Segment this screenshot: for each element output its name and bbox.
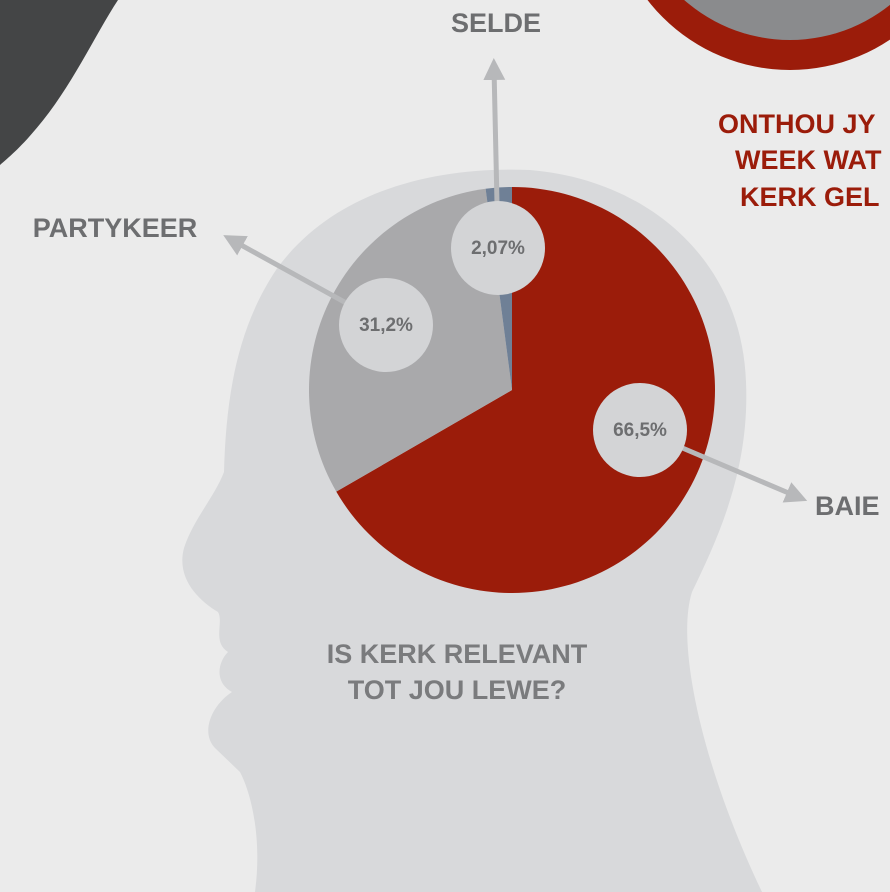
corner-shape <box>0 0 118 165</box>
annotation: KERK GEL <box>740 182 880 212</box>
annotation: WEEK WAT <box>735 145 882 175</box>
chart: 66,5% BAIE 31,2% PARTYKEER 2,07% SELDE IS KER… <box>0 0 890 892</box>
value-label: 31,2% <box>359 315 413 336</box>
question: TOT JOU LEWE? <box>348 675 567 705</box>
category-label: SELDE <box>451 8 541 38</box>
page: {"chart_data": {"type": "pie", "question… <box>0 0 890 892</box>
question: IS KERK RELEVANT <box>327 639 588 669</box>
value-label: 66,5% <box>613 420 667 441</box>
category-label: BAIE <box>815 491 880 521</box>
value-label: 2,07% <box>471 238 525 259</box>
annotation: ONTHOU JY <box>718 109 876 139</box>
category-label: PARTYKEER <box>33 213 198 243</box>
